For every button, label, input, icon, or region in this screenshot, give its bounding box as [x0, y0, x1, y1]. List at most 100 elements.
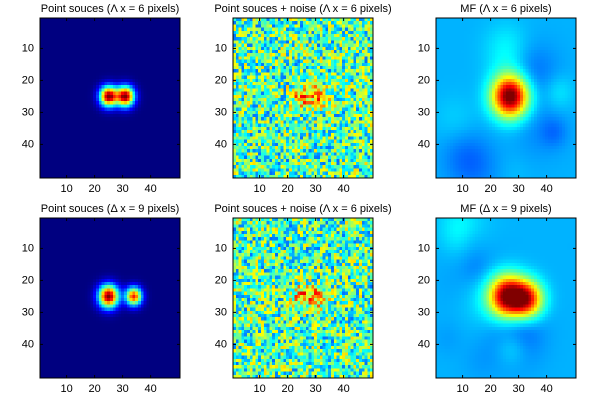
pixel [144, 111, 147, 115]
pixel [144, 104, 147, 108]
pixel [141, 50, 144, 54]
pixel [146, 136, 149, 140]
pixel [356, 152, 359, 156]
pixel [365, 40, 368, 44]
pixel [261, 92, 264, 96]
pixel [342, 143, 345, 147]
pixel [317, 143, 320, 147]
pixel [172, 69, 175, 73]
pixel [250, 133, 253, 137]
pixel [46, 120, 49, 124]
pixel [158, 88, 161, 92]
pixel [269, 168, 272, 172]
pixel [174, 88, 177, 92]
pixel [166, 92, 169, 96]
pixel [121, 44, 124, 48]
pixel [102, 98, 105, 102]
pixel [155, 28, 158, 32]
pixel [311, 98, 314, 102]
pixel [76, 66, 79, 70]
pixel [353, 85, 356, 89]
pixel [96, 88, 99, 92]
pixel [160, 18, 163, 22]
pixel [267, 56, 270, 60]
pixel [149, 159, 152, 163]
pixel [258, 140, 261, 144]
pixel [43, 21, 46, 25]
pixel [283, 130, 286, 134]
pixel [317, 60, 320, 64]
pixel [121, 24, 124, 28]
pixel [328, 50, 331, 54]
pixel [93, 92, 96, 96]
pixel [121, 124, 124, 128]
pixel [90, 40, 93, 44]
pixel [82, 136, 85, 140]
pixel [253, 76, 256, 80]
pixel [283, 18, 286, 22]
pixel [48, 101, 51, 105]
pixel [43, 56, 46, 60]
pixel [247, 172, 250, 176]
pixel [107, 140, 110, 144]
pixel [272, 140, 275, 144]
pixel [160, 95, 163, 99]
pixel [54, 28, 57, 32]
pixel [342, 60, 345, 64]
pixel [152, 18, 155, 22]
pixel [116, 104, 119, 108]
pixel [303, 140, 306, 144]
pixel [51, 44, 54, 48]
pixel [353, 69, 356, 73]
pixel [334, 152, 337, 156]
pixel [328, 104, 331, 108]
pixel [107, 149, 110, 153]
pixel [297, 82, 300, 86]
pixel [74, 40, 77, 44]
pixel [51, 50, 54, 54]
pixel [71, 31, 74, 35]
pixel [253, 21, 256, 25]
pixel [57, 136, 60, 140]
pixel [320, 120, 323, 124]
pixel [309, 149, 312, 153]
pixel [351, 34, 354, 38]
pixel [275, 104, 278, 108]
pixel [163, 56, 166, 60]
pixel [255, 66, 258, 70]
pixel [236, 133, 239, 137]
pixel [172, 146, 175, 150]
pixel [339, 124, 342, 128]
pixel [82, 146, 85, 150]
pixel [155, 152, 158, 156]
pixel [124, 120, 127, 124]
pixel [149, 140, 152, 144]
pixel [367, 162, 370, 166]
pixel [135, 172, 138, 176]
pixel [247, 85, 250, 89]
pixel [144, 47, 147, 51]
pixel [337, 56, 340, 60]
pixel [118, 156, 121, 160]
pixel [130, 21, 133, 25]
pixel [169, 34, 172, 38]
pixel [323, 24, 326, 28]
pixel [71, 92, 74, 96]
pixel [356, 149, 359, 153]
pixel [174, 156, 177, 160]
pixel [258, 136, 261, 140]
pixel [255, 85, 258, 89]
pixel [342, 172, 345, 176]
pixel [258, 60, 261, 64]
pixel [342, 47, 345, 51]
pixel [353, 24, 356, 28]
pixel [155, 85, 158, 89]
pixel [172, 104, 175, 108]
pixel [331, 47, 334, 51]
pixel [135, 104, 138, 108]
pixel [292, 165, 295, 169]
pixel [314, 92, 317, 96]
pixel [345, 60, 348, 64]
pixel [264, 159, 267, 163]
pixel [356, 47, 359, 51]
